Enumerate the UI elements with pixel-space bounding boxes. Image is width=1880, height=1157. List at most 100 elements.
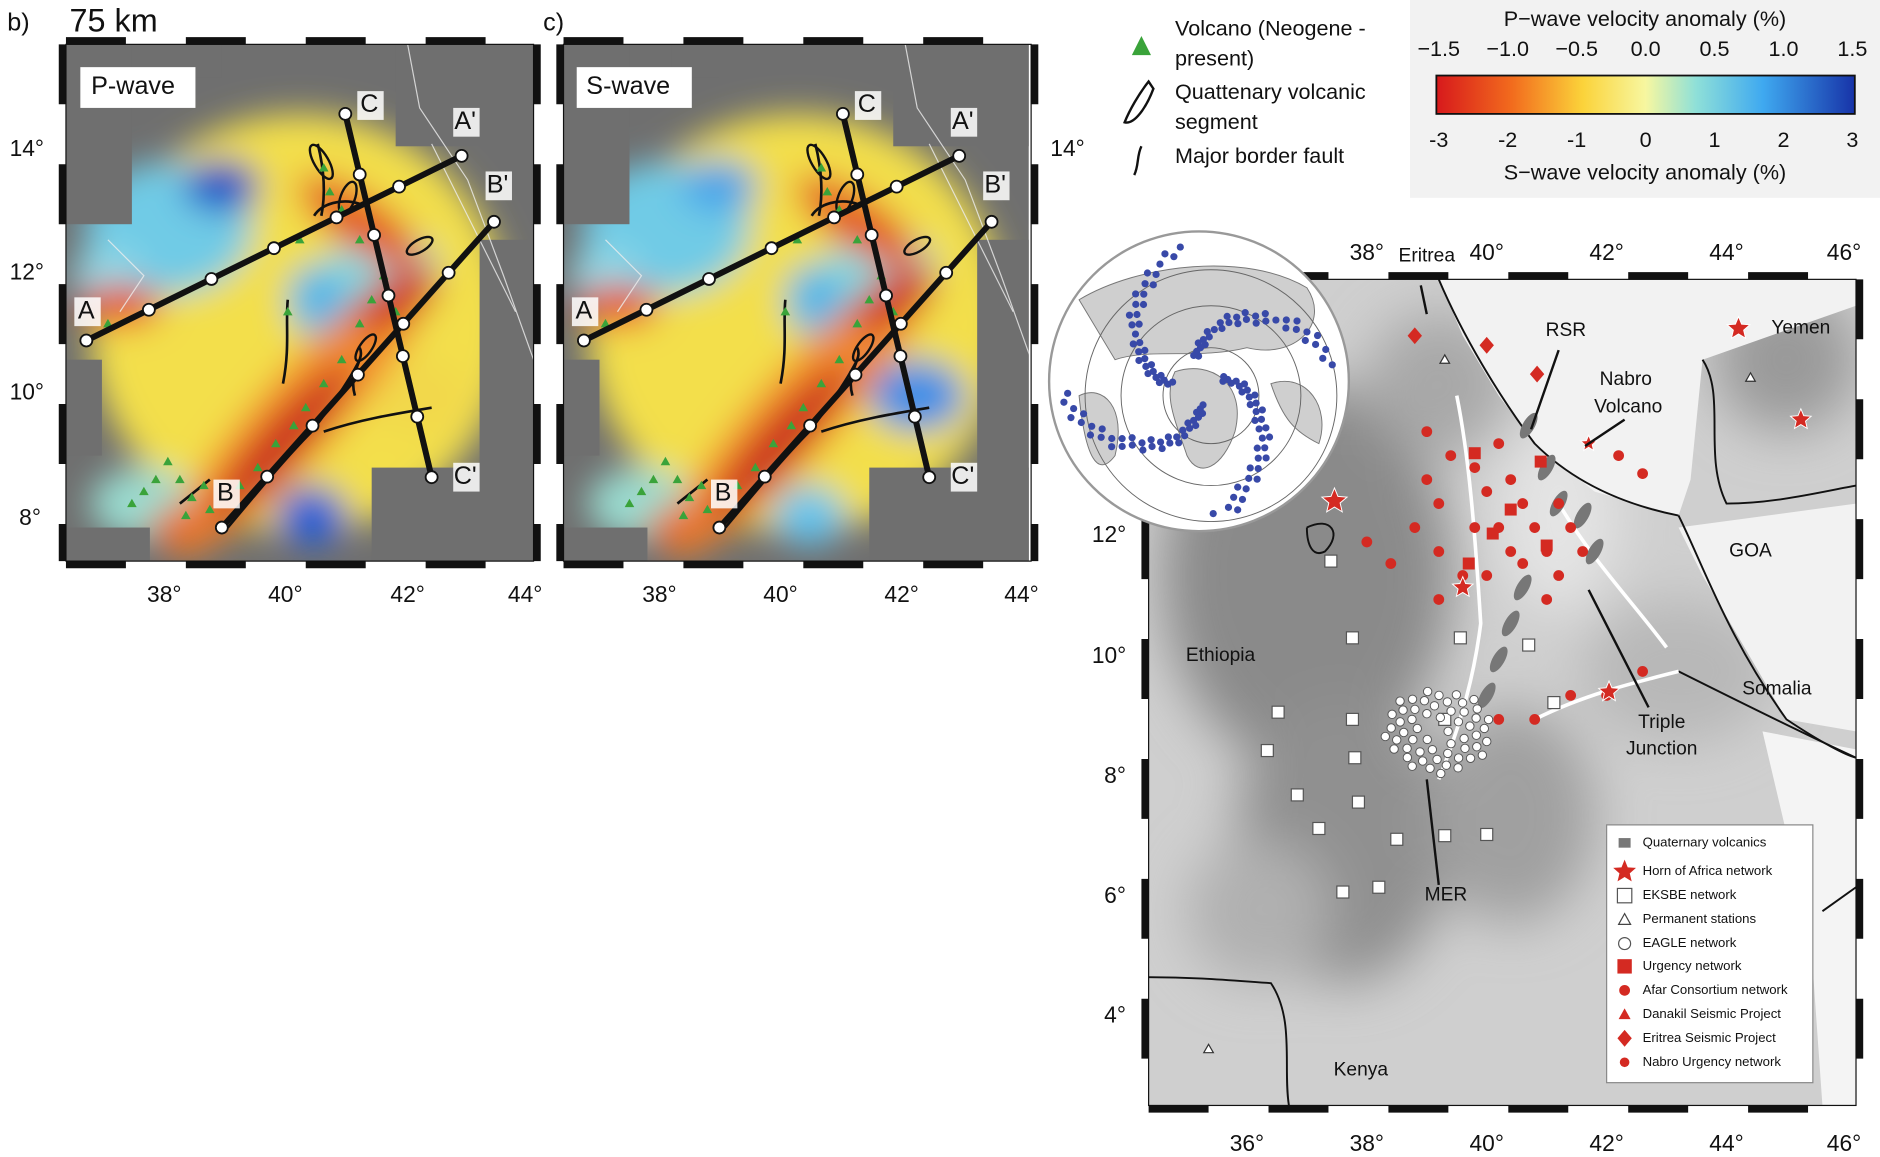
- y-tick-label: 14°: [1050, 135, 1084, 161]
- eagle-station: [1408, 715, 1416, 723]
- x-tick-label: 42°: [1589, 1130, 1623, 1156]
- event: [1144, 269, 1151, 276]
- x-tick-label: 44°: [1709, 239, 1743, 265]
- eagle-station: [1399, 706, 1407, 714]
- event: [1262, 424, 1269, 431]
- profile-label: C': [454, 462, 477, 490]
- event: [1087, 431, 1094, 438]
- map-label: Yemen: [1771, 318, 1830, 339]
- event: [1261, 444, 1268, 451]
- panel-b: AA'BB'CC': [62, 41, 537, 584]
- urgency-station: [1505, 504, 1517, 516]
- event: [1060, 399, 1067, 406]
- legend-symbol: [1620, 1057, 1630, 1067]
- colorbar-tick-label: −1.0: [1486, 36, 1529, 61]
- eagle-station: [1484, 715, 1492, 723]
- profile-node: [578, 335, 590, 347]
- afar-station: [1493, 438, 1504, 449]
- eagle-station: [1430, 702, 1438, 710]
- event: [1165, 433, 1172, 440]
- event: [1119, 435, 1126, 442]
- eksbe-station: [1346, 713, 1358, 725]
- volcano-symbol: [1132, 36, 1151, 55]
- colorbar-tick-label: 0: [1640, 127, 1652, 152]
- profile-node: [894, 350, 906, 362]
- map-legend: Quaternary volcanicsHorn of Africa netwo…: [1607, 825, 1813, 1083]
- afar-station: [1433, 594, 1444, 605]
- x-tick-label: 38°: [147, 581, 181, 607]
- y-tick-label: 8°: [19, 504, 41, 530]
- event: [1217, 319, 1224, 326]
- eagle-station: [1473, 743, 1481, 751]
- eagle-station: [1420, 697, 1428, 705]
- profile-node: [80, 335, 92, 347]
- profile-node: [488, 216, 500, 228]
- event: [1195, 339, 1202, 346]
- eagle-station: [1408, 695, 1416, 703]
- anomaly: [773, 486, 845, 546]
- depth-label: 75 km: [70, 2, 158, 38]
- event: [1161, 250, 1168, 257]
- event: [1242, 309, 1249, 316]
- event: [1225, 319, 1232, 326]
- profile-node: [851, 168, 863, 180]
- profile-node: [986, 216, 998, 228]
- profile-label: B: [715, 479, 732, 507]
- y-tick-label: 14°: [10, 135, 44, 161]
- event: [1067, 414, 1074, 421]
- afar-station: [1637, 468, 1648, 479]
- event: [1133, 311, 1140, 318]
- eagle-station: [1433, 755, 1441, 763]
- event: [1099, 425, 1106, 432]
- eagle-station: [1466, 754, 1474, 762]
- no-data: [66, 360, 102, 456]
- profile-node: [456, 150, 468, 162]
- legend-text: Major border fault: [1175, 143, 1344, 168]
- eksbe-station: [1454, 632, 1466, 644]
- colorbar-tick-label: 3: [1846, 127, 1858, 152]
- event: [1135, 348, 1142, 355]
- event: [1319, 355, 1326, 362]
- event: [1088, 423, 1095, 430]
- profile-node: [849, 369, 861, 381]
- event: [1136, 339, 1143, 346]
- map-label: Ethiopia: [1186, 645, 1256, 666]
- afar-station: [1541, 594, 1552, 605]
- event: [1282, 324, 1289, 331]
- colorbar: [1436, 76, 1854, 114]
- profile-node: [703, 273, 715, 285]
- afar-station: [1529, 522, 1540, 533]
- event: [1192, 422, 1199, 429]
- panel-label: c): [543, 9, 564, 37]
- profile-label: A: [78, 296, 95, 324]
- profile-node: [352, 369, 364, 381]
- eagle-station: [1483, 737, 1491, 745]
- event: [1253, 399, 1260, 406]
- eagle-station: [1396, 718, 1404, 726]
- event: [1263, 454, 1270, 461]
- afar-station: [1433, 498, 1444, 509]
- eagle-station: [1460, 734, 1468, 742]
- legend-symbol: [1617, 959, 1631, 973]
- legend-text: Quaternary volcanics: [1643, 834, 1767, 849]
- event: [1152, 271, 1159, 278]
- no-data: [372, 468, 534, 562]
- eagle-station: [1444, 749, 1452, 757]
- afar-station: [1505, 474, 1516, 485]
- colorbar-tick-label: -1: [1567, 127, 1586, 152]
- event: [1259, 434, 1266, 441]
- event: [1234, 320, 1241, 327]
- eagle-station: [1411, 705, 1419, 713]
- event: [1225, 504, 1232, 511]
- event: [1262, 310, 1269, 317]
- afar-station: [1637, 666, 1648, 677]
- eagle-station: [1447, 739, 1455, 747]
- eagle-station: [1454, 718, 1462, 726]
- event: [1220, 373, 1227, 380]
- event: [1140, 301, 1147, 308]
- profile-node: [205, 273, 217, 285]
- anomaly: [183, 159, 260, 212]
- eagle-station: [1408, 762, 1416, 770]
- map-label: Kenya: [1334, 1060, 1389, 1081]
- event: [1135, 357, 1142, 364]
